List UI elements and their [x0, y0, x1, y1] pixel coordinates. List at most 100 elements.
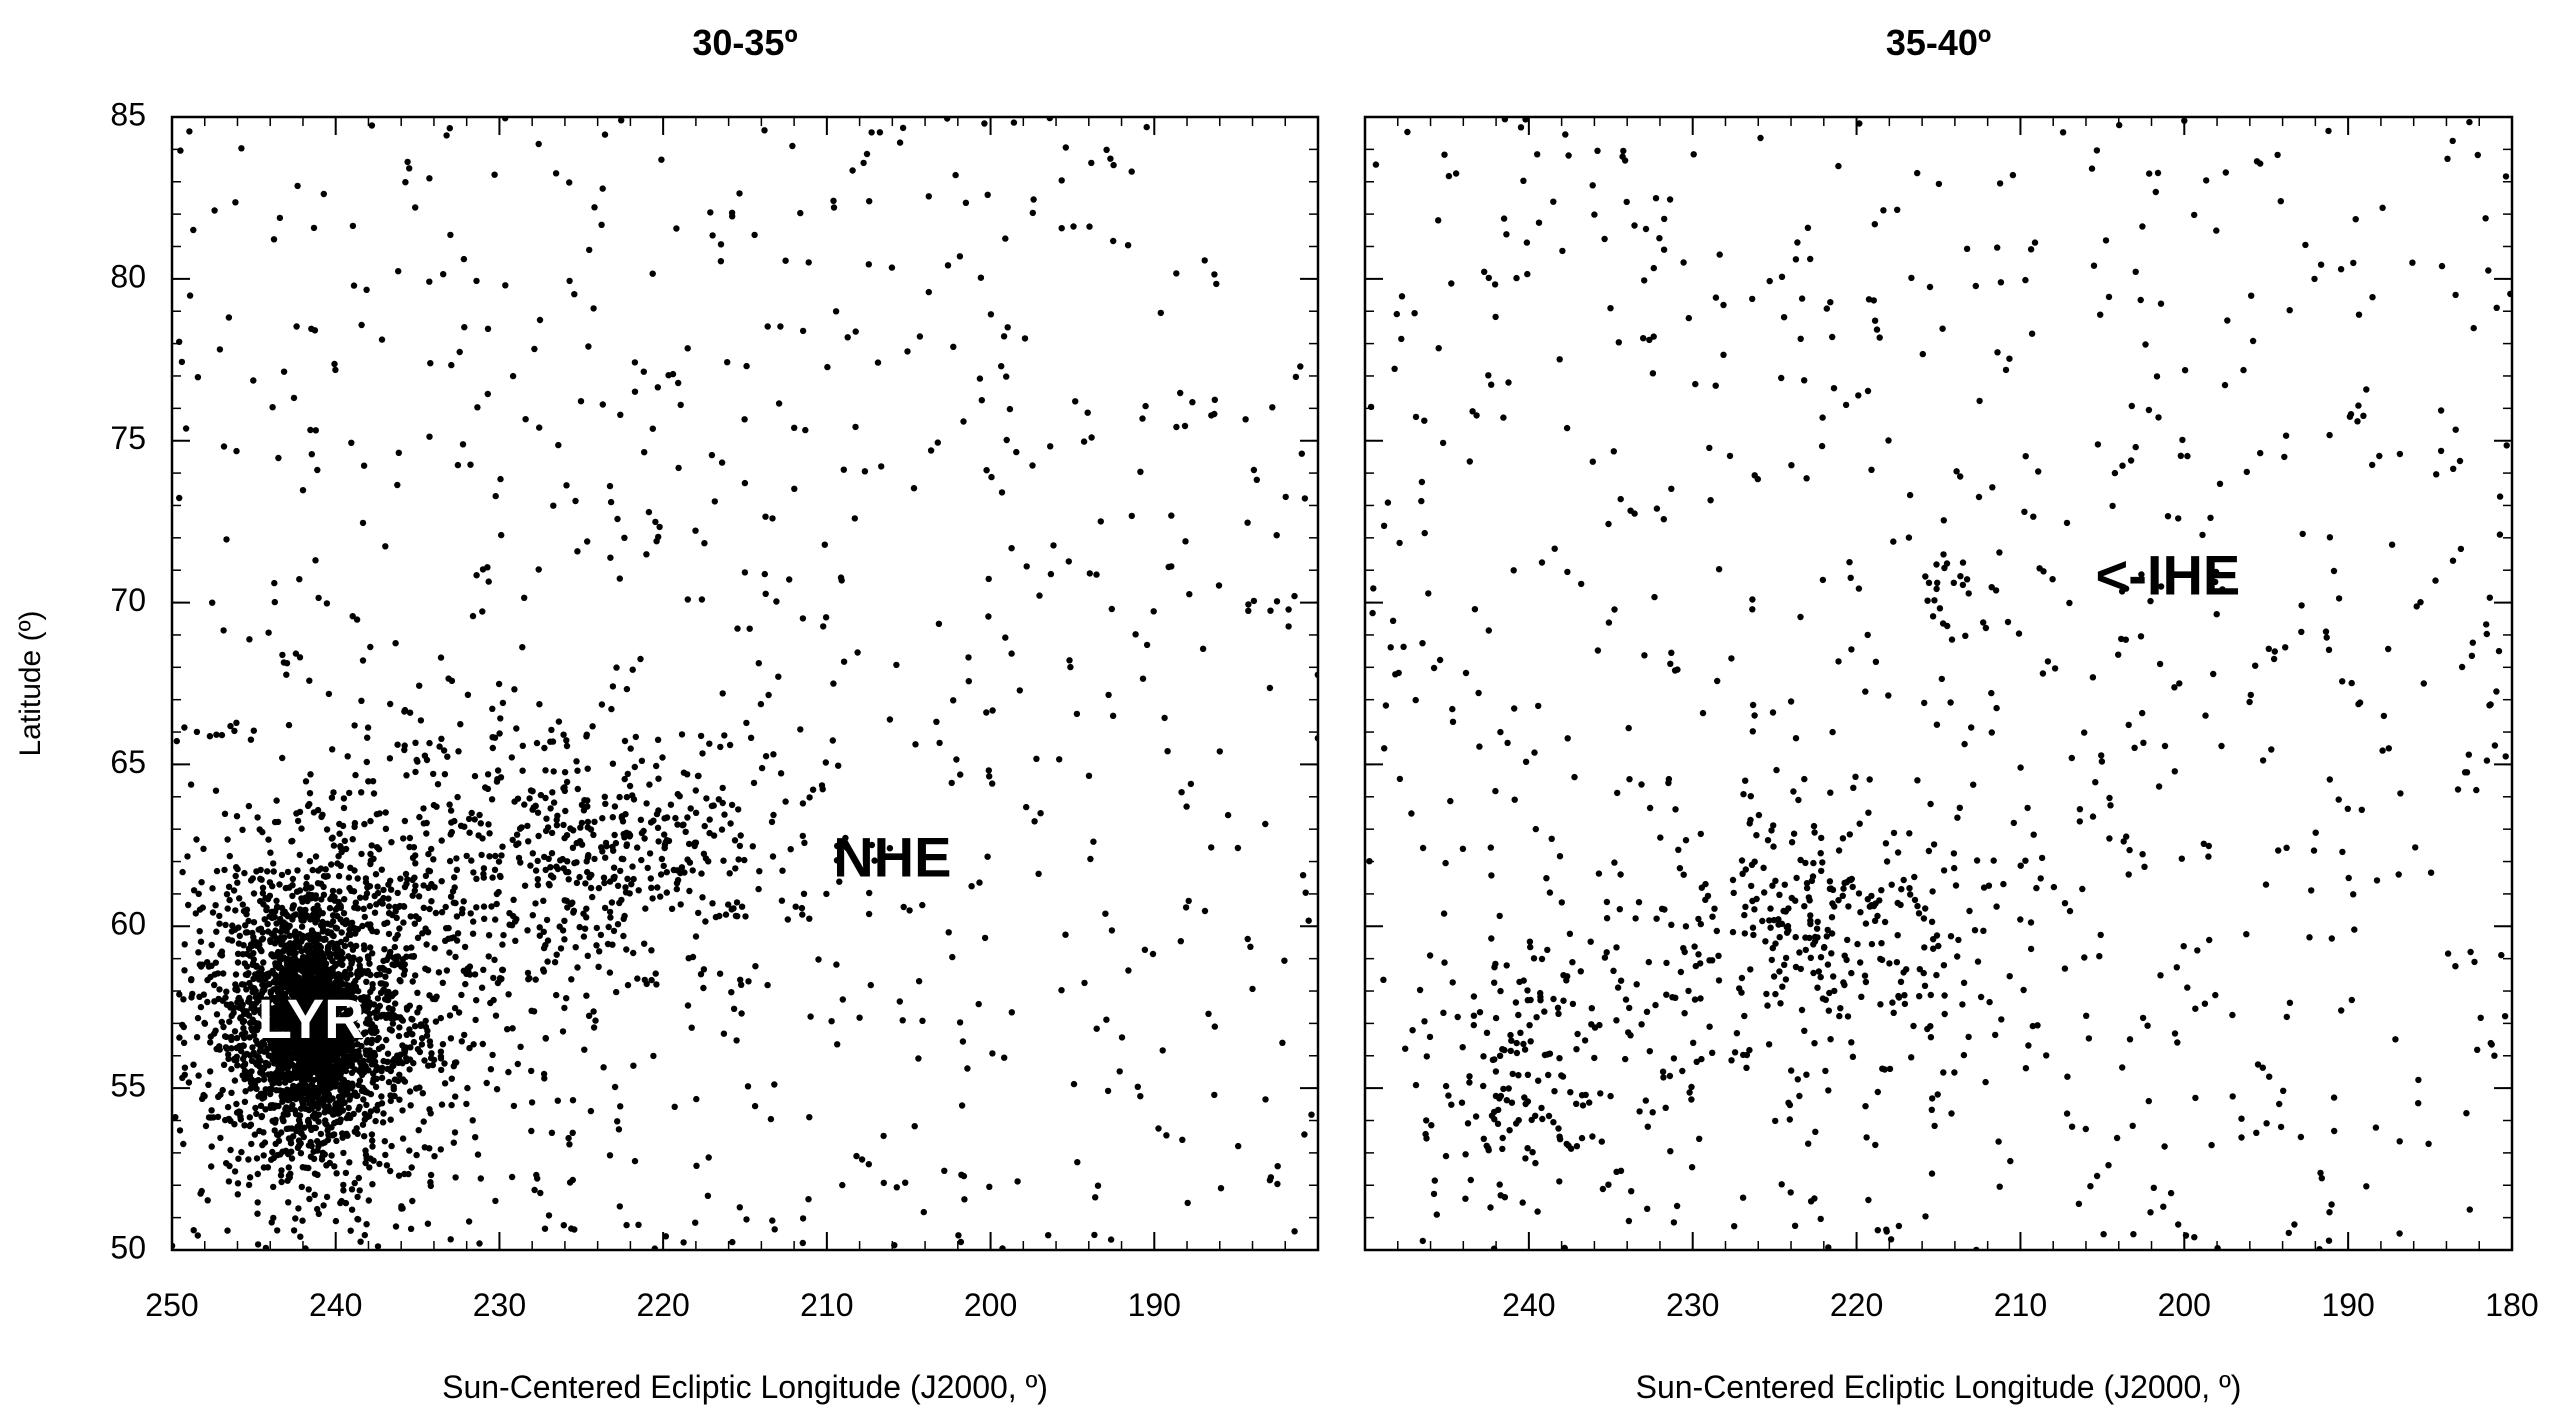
- data-point: [260, 1152, 267, 1159]
- data-point: [631, 359, 639, 366]
- data-point: [406, 709, 414, 716]
- data-point: [863, 150, 871, 158]
- data-point: [1369, 609, 1376, 617]
- data-point: [1928, 1170, 1936, 1177]
- data-point: [353, 1125, 360, 1132]
- data-point: [296, 931, 303, 938]
- data-point: [495, 680, 503, 688]
- data-point: [737, 976, 744, 983]
- data-point: [1016, 687, 1023, 694]
- data-point: [1157, 309, 1165, 317]
- data-point: [465, 815, 473, 823]
- data-point: [342, 1199, 350, 1207]
- data-point: [396, 1024, 403, 1031]
- data-point: [258, 936, 266, 943]
- data-point: [344, 1079, 352, 1087]
- data-point: [630, 1062, 637, 1069]
- data-point: [1829, 333, 1836, 341]
- data-point: [1273, 532, 1280, 539]
- data-point: [1922, 1213, 1929, 1220]
- data-point: [2137, 633, 2145, 640]
- data-point: [228, 1036, 235, 1044]
- data-point: [392, 1000, 399, 1007]
- data-point: [2302, 241, 2309, 249]
- data-point: [1548, 835, 1555, 842]
- data-point: [663, 889, 670, 896]
- data-point: [235, 1155, 242, 1162]
- data-point: [369, 1181, 376, 1188]
- data-point: [728, 989, 735, 996]
- data-point: [1150, 608, 1157, 615]
- data-point: [1299, 872, 1307, 879]
- data-point: [667, 801, 675, 808]
- data-point: [623, 841, 631, 848]
- data-point: [554, 1097, 561, 1104]
- data-point: [799, 1215, 807, 1222]
- data-point: [540, 897, 547, 904]
- data-point: [976, 375, 984, 382]
- data-point: [1797, 613, 1804, 621]
- data-point: [2096, 953, 2103, 960]
- data-point: [1201, 907, 1209, 915]
- data-point: [306, 1065, 313, 1073]
- data-point: [403, 772, 410, 779]
- data-point: [2097, 311, 2104, 318]
- data-point: [536, 701, 543, 708]
- data-point: [382, 1151, 389, 1159]
- data-point: [1830, 385, 1838, 392]
- data-point: [205, 1114, 213, 1121]
- data-point: [402, 179, 409, 186]
- data-point: [927, 447, 935, 454]
- data-point: [357, 894, 364, 901]
- data-point: [472, 1134, 479, 1141]
- data-point: [378, 1074, 386, 1082]
- data-point: [323, 600, 331, 607]
- data-point: [1591, 211, 1598, 218]
- data-point: [542, 866, 549, 874]
- data-point: [360, 905, 367, 912]
- data-point: [658, 156, 665, 163]
- data-point: [394, 741, 401, 748]
- data-point: [653, 810, 661, 818]
- data-point: [1139, 415, 1146, 422]
- data-point: [1496, 912, 1503, 920]
- data-point: [401, 961, 408, 968]
- data-point: [654, 384, 661, 391]
- data-point: [1189, 399, 1196, 406]
- data-point: [631, 1157, 639, 1165]
- data-point: [634, 844, 641, 851]
- data-point: [188, 976, 195, 984]
- data-point: [2125, 721, 2132, 729]
- data-point: [1393, 310, 1401, 318]
- data-point: [368, 1061, 376, 1068]
- data-point: [738, 903, 746, 910]
- data-point: [2396, 1138, 2403, 1145]
- data-point: [1398, 293, 1406, 300]
- data-point: [818, 782, 826, 789]
- data-point: [431, 1153, 438, 1160]
- data-point: [1563, 424, 1571, 432]
- data-point: [1045, 1232, 1052, 1239]
- data-point: [347, 971, 354, 978]
- data-point: [609, 941, 616, 948]
- data-point: [245, 998, 252, 1005]
- data-point: [906, 907, 913, 914]
- data-point: [916, 333, 924, 340]
- data-point: [348, 1186, 356, 1193]
- data-point: [370, 1075, 377, 1083]
- data-point: [446, 949, 453, 956]
- data-point: [1266, 1177, 1274, 1184]
- data-point: [1081, 979, 1088, 987]
- data-point: [655, 838, 662, 845]
- data-point: [216, 920, 223, 927]
- data-point: [488, 796, 496, 803]
- data-point: [616, 1203, 623, 1210]
- data-point: [1224, 811, 1232, 819]
- data-point: [751, 231, 758, 239]
- data-point: [1118, 1034, 1126, 1041]
- data-point: [1941, 992, 1948, 999]
- data-point: [481, 915, 488, 922]
- data-point: [388, 1027, 395, 1034]
- data-point: [385, 910, 393, 917]
- data-point: [2105, 1162, 2112, 1169]
